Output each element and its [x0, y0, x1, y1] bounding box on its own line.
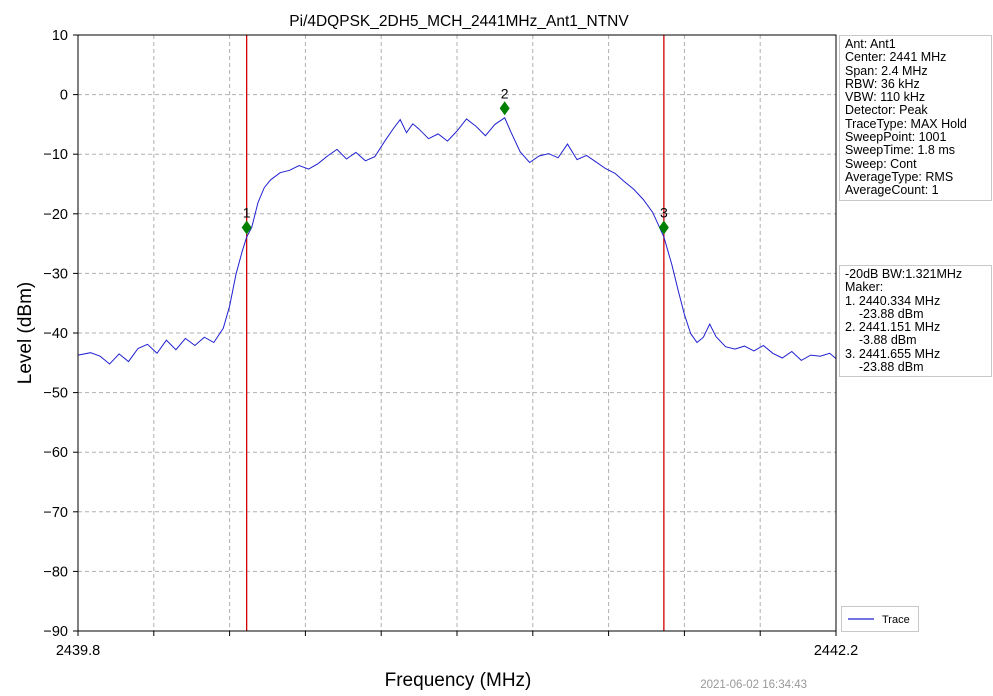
legend-swatch-area: Trace	[848, 614, 910, 626]
x-tick-label: 2442.2	[814, 643, 858, 659]
settings-line: Detector: Peak	[845, 103, 928, 118]
result-line: 2. 2441.151 MHz	[845, 320, 941, 335]
y-axis-label: Level (dBm)	[15, 282, 36, 384]
result-line: -20dB BW:1.321MHz	[845, 267, 963, 281]
grid-lines	[78, 35, 836, 631]
x-axis-label: Frequency (MHz)	[385, 670, 532, 691]
settings-line: Sweep: Cont	[845, 156, 917, 171]
settings-line: VBW: 110 kHz	[845, 90, 926, 105]
x-tick-label: 2439.8	[56, 643, 100, 659]
result-box: -20dB BW:1.321MHz Maker: 1. 2440.334 MHz -…	[839, 265, 992, 378]
result-line: -23.88 dBm	[845, 306, 924, 321]
settings-line: Center: 2441 MHz	[845, 50, 947, 65]
settings-line: RBW: 36 kHz	[845, 76, 920, 91]
y-tick-label: −90	[43, 624, 68, 640]
x-axis-ticks: 2439.8 2442.2	[56, 631, 858, 659]
settings-line: Ant: Ant1	[845, 37, 896, 51]
settings-line: Span: 2.4 MHz	[845, 63, 928, 78]
y-tick-label: −70	[43, 505, 68, 521]
result-line: Maker:	[845, 280, 884, 295]
y-tick-label: −10	[43, 147, 68, 163]
timestamp: 2021-06-02 16:34:43	[700, 679, 807, 691]
y-tick-label: −50	[43, 386, 68, 402]
settings-line: AverageCount: 1	[845, 183, 939, 198]
result-line: -3.88 dBm	[845, 333, 917, 348]
result-line: 3. 2441.655 MHz	[845, 346, 941, 361]
marker-diamond	[658, 220, 669, 235]
markers: 1 2 3	[241, 85, 669, 235]
settings-box: Ant: Ant1 Center: 2441 MHz Span: 2.4 MHz RB…	[839, 35, 992, 201]
y-tick-label: −80	[43, 564, 68, 580]
y-tick-label: 10	[52, 28, 68, 44]
y-tick-label: 0	[60, 88, 68, 104]
settings-line: TraceType: MAX Hold	[845, 116, 967, 131]
settings-line: SweepTime: 1.8 ms	[845, 143, 955, 158]
plot-frame	[77, 34, 837, 632]
marker-diamond	[499, 101, 510, 116]
legend-label: Trace	[882, 614, 910, 626]
y-axis-ticks: 10 0 −10 −20 −30 −40 −50 −60 −70 −80 −90	[43, 28, 78, 640]
y-tick-label: −60	[43, 445, 68, 461]
marker-diamond	[241, 220, 252, 235]
legend: Trace	[841, 606, 919, 632]
y-tick-label: −20	[43, 207, 68, 223]
marker-lines	[246, 35, 665, 631]
settings-line: SweepPoint: 1001	[845, 130, 947, 145]
settings-line: AverageType: RMS	[845, 169, 954, 184]
y-tick-label: −30	[43, 266, 68, 282]
marker-label: 1	[243, 205, 251, 221]
trace-lines	[77, 117, 837, 365]
marker-label: 2	[501, 85, 509, 101]
chart-title: Pi/4DQPSK_2DH5_MCH_2441MHz_Ant1_NTNV	[289, 13, 629, 30]
result-line: -23.88 dBm	[845, 360, 924, 375]
marker-label: 3	[660, 205, 668, 221]
result-line: 1. 2440.334 MHz	[845, 293, 941, 308]
y-tick-label: −40	[43, 326, 68, 342]
trace-line	[77, 117, 837, 365]
